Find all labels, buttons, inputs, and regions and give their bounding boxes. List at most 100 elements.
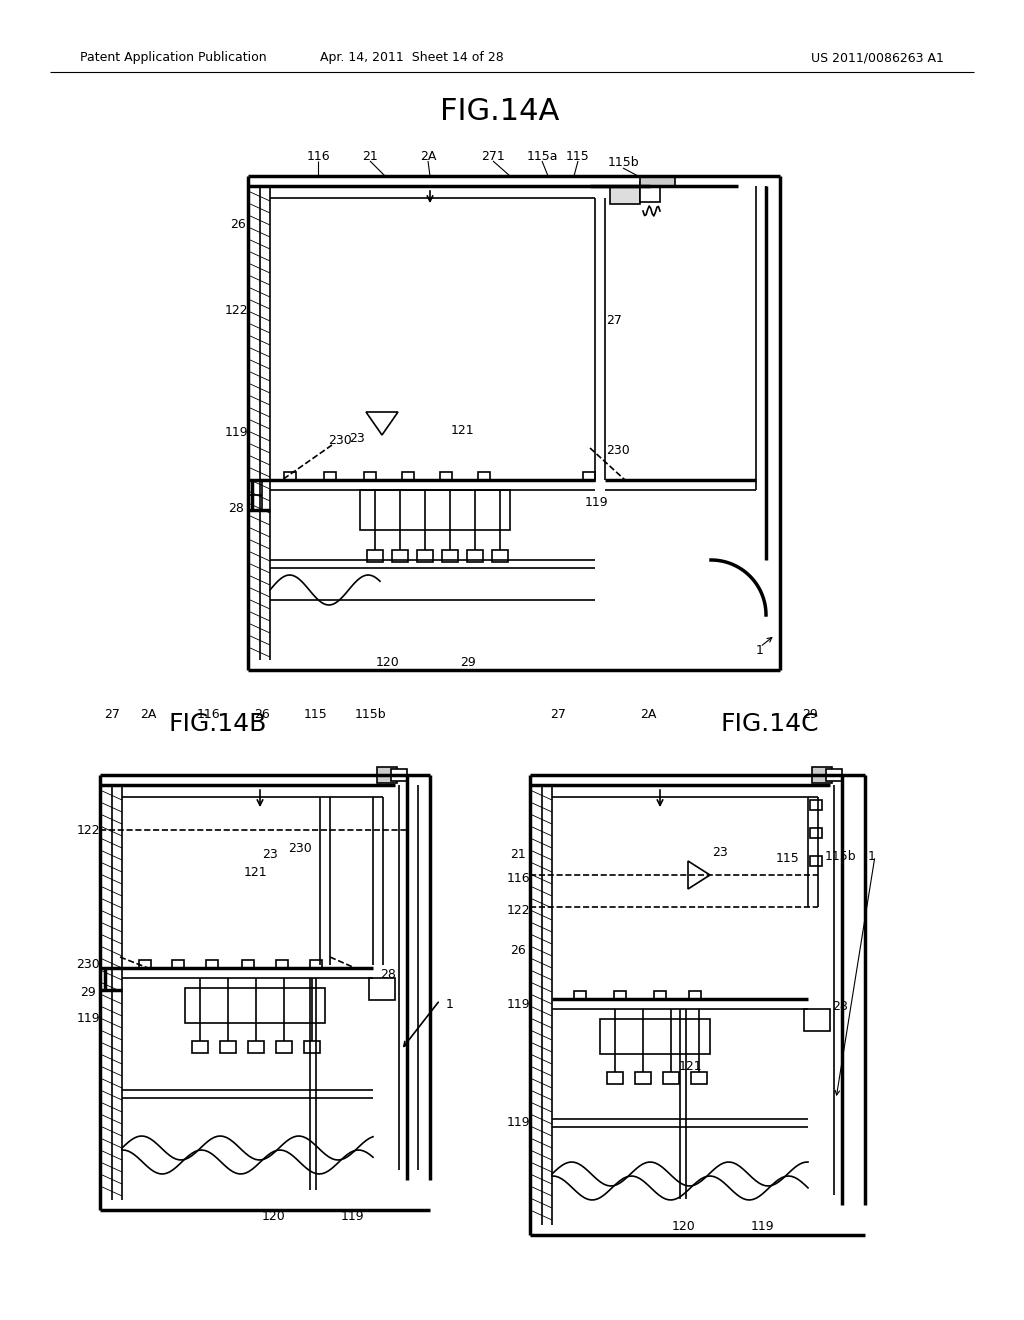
- Text: 29: 29: [80, 986, 96, 998]
- Text: 23: 23: [349, 432, 365, 445]
- Bar: [440, 473, 452, 480]
- Text: 119: 119: [224, 425, 248, 438]
- Bar: [810, 828, 822, 838]
- Bar: [377, 767, 397, 783]
- Bar: [610, 186, 640, 205]
- Bar: [812, 767, 831, 783]
- Bar: [640, 182, 660, 202]
- Bar: [172, 960, 184, 969]
- Bar: [276, 960, 288, 969]
- Bar: [242, 960, 254, 969]
- Text: 2A: 2A: [420, 149, 436, 162]
- Bar: [635, 1072, 651, 1084]
- Bar: [689, 991, 701, 1001]
- Bar: [304, 1041, 319, 1053]
- Bar: [193, 1041, 208, 1053]
- Text: 26: 26: [230, 219, 246, 231]
- Text: 23: 23: [712, 846, 728, 858]
- Text: 29: 29: [802, 708, 818, 721]
- Bar: [248, 1041, 264, 1053]
- Bar: [185, 987, 325, 1023]
- Bar: [810, 800, 822, 810]
- Text: US 2011/0086263 A1: US 2011/0086263 A1: [811, 51, 944, 65]
- Text: 119: 119: [751, 1221, 774, 1233]
- Bar: [417, 550, 433, 562]
- Text: FIG.14B: FIG.14B: [169, 711, 267, 737]
- Text: 115a: 115a: [526, 149, 558, 162]
- Text: 230: 230: [328, 433, 352, 446]
- Bar: [139, 960, 151, 969]
- Text: 121: 121: [451, 424, 474, 437]
- Text: Patent Application Publication: Patent Application Publication: [80, 51, 266, 65]
- Bar: [310, 960, 322, 969]
- Text: 230: 230: [288, 842, 312, 854]
- Bar: [574, 991, 586, 1001]
- Text: 119: 119: [506, 998, 529, 1011]
- Text: 119: 119: [506, 1117, 529, 1130]
- Bar: [467, 550, 483, 562]
- Text: 116: 116: [197, 708, 220, 721]
- Bar: [360, 490, 510, 531]
- Text: 120: 120: [376, 656, 400, 668]
- Bar: [367, 550, 383, 562]
- Text: 21: 21: [510, 849, 526, 862]
- Bar: [369, 978, 395, 1001]
- Text: 115b: 115b: [354, 708, 386, 721]
- Bar: [442, 550, 458, 562]
- Text: 119: 119: [76, 1011, 99, 1024]
- Text: 230: 230: [606, 444, 630, 457]
- Bar: [600, 1019, 710, 1053]
- Bar: [804, 1008, 830, 1031]
- Text: 28: 28: [228, 502, 244, 515]
- Text: 230: 230: [76, 958, 100, 972]
- Bar: [691, 1072, 707, 1084]
- Text: 1: 1: [756, 644, 764, 656]
- Text: 116: 116: [306, 149, 330, 162]
- Bar: [284, 473, 296, 480]
- Bar: [614, 991, 626, 1001]
- Bar: [364, 473, 376, 480]
- Bar: [478, 473, 490, 480]
- Text: 1: 1: [446, 998, 454, 1011]
- Text: FIG.14C: FIG.14C: [721, 711, 819, 737]
- Text: 271: 271: [481, 149, 505, 162]
- Text: 23: 23: [262, 849, 278, 862]
- Text: 120: 120: [262, 1209, 286, 1222]
- Text: 115: 115: [566, 149, 590, 162]
- Bar: [640, 176, 675, 186]
- Text: Apr. 14, 2011  Sheet 14 of 28: Apr. 14, 2011 Sheet 14 of 28: [321, 51, 504, 65]
- Text: 119: 119: [584, 496, 608, 510]
- Text: 120: 120: [672, 1221, 696, 1233]
- Text: 122: 122: [224, 304, 248, 317]
- Bar: [826, 770, 842, 781]
- Bar: [206, 960, 218, 969]
- Bar: [607, 1072, 623, 1084]
- Text: 115b: 115b: [607, 157, 639, 169]
- Text: 122: 122: [506, 903, 529, 916]
- Bar: [391, 770, 407, 781]
- Text: 27: 27: [606, 314, 622, 326]
- Text: 28: 28: [380, 969, 396, 982]
- Text: 1: 1: [868, 850, 876, 862]
- Text: 29: 29: [460, 656, 476, 668]
- Text: 28: 28: [833, 999, 848, 1012]
- Bar: [392, 550, 408, 562]
- Bar: [663, 1072, 679, 1084]
- Text: 21: 21: [362, 149, 378, 162]
- Text: 122: 122: [76, 824, 99, 837]
- Text: 115: 115: [304, 708, 328, 721]
- Text: 27: 27: [104, 708, 120, 721]
- Text: 116: 116: [506, 871, 529, 884]
- Bar: [810, 855, 822, 866]
- Text: 115b: 115b: [824, 850, 856, 862]
- Text: 121: 121: [243, 866, 267, 879]
- Bar: [654, 991, 666, 1001]
- Bar: [583, 473, 595, 480]
- Bar: [402, 473, 414, 480]
- Text: 119: 119: [340, 1209, 364, 1222]
- Text: 26: 26: [510, 944, 526, 957]
- Bar: [492, 550, 508, 562]
- Bar: [276, 1041, 292, 1053]
- Text: 27: 27: [550, 708, 566, 721]
- Text: 2A: 2A: [140, 708, 157, 721]
